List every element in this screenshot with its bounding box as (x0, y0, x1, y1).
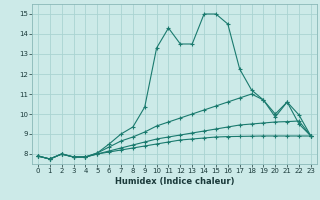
X-axis label: Humidex (Indice chaleur): Humidex (Indice chaleur) (115, 177, 234, 186)
